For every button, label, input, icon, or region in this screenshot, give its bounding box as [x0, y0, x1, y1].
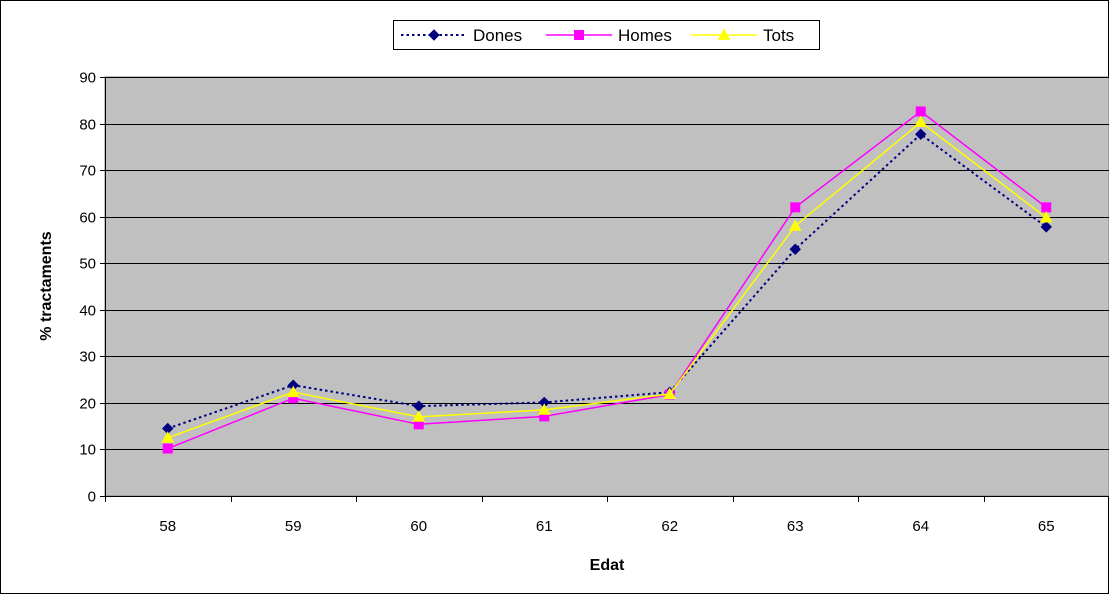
y-tick-label: 80	[79, 117, 96, 134]
y-tick-label: 10	[79, 442, 96, 459]
legend-items: Dones Homes Tots	[401, 26, 794, 45]
y-tick-label: 20	[79, 396, 96, 413]
x-tick-label: 58	[159, 518, 176, 535]
point-tots-62	[663, 387, 677, 399]
point-homes-58	[162, 443, 173, 454]
axes	[100, 77, 1109, 502]
series-lines	[161, 106, 1053, 454]
point-tots-63	[788, 219, 802, 231]
x-tick-label: 65	[1038, 518, 1055, 535]
legend-entry-tots: Tots	[691, 26, 794, 45]
y-axis-title: % tractaments	[38, 231, 55, 340]
y-tick-label: 90	[79, 70, 96, 87]
legend-label-dones: Dones	[473, 26, 522, 45]
x-tick-label: 61	[536, 518, 553, 535]
legend-marker-dones	[428, 29, 440, 41]
legend: Dones Homes Tots	[393, 20, 820, 50]
x-tick-label: 59	[285, 518, 302, 535]
series-line-tots	[167, 121, 1047, 439]
x-tick-label: 60	[410, 518, 427, 535]
y-axis-tick-labels: 0 10 20 30 40 50 60 70 80 90	[79, 70, 96, 506]
point-tots-58	[161, 431, 175, 443]
y-tick-label: 30	[79, 349, 96, 366]
x-tick-label: 62	[661, 518, 678, 535]
point-tots-61	[537, 403, 551, 415]
legend-entry-homes: Homes	[546, 26, 672, 45]
point-dones-64	[915, 128, 927, 140]
plot-area	[104, 76, 1109, 497]
series-line-homes	[167, 110, 1047, 450]
series-tots	[161, 115, 1053, 443]
legend-label-tots: Tots	[763, 26, 794, 45]
point-tots-60	[412, 410, 426, 422]
x-tick-label: 63	[787, 518, 804, 535]
legend-marker-tots	[717, 28, 731, 40]
y-tick-label: 0	[88, 489, 96, 506]
point-homes-63	[790, 202, 801, 213]
point-dones-65	[1040, 221, 1052, 233]
legend-label-homes: Homes	[618, 26, 672, 45]
point-tots-64	[914, 115, 928, 128]
point-tots-59	[286, 385, 300, 398]
point-tots-65	[1039, 211, 1053, 223]
gridlines	[105, 77, 1109, 450]
x-axis-tick-labels: 58 59 60 61 62 63 64 65	[159, 518, 1054, 535]
point-homes-65	[1041, 202, 1052, 213]
point-dones-63	[789, 243, 801, 255]
x-tick-label: 64	[912, 518, 929, 535]
y-tick-label: 60	[79, 210, 96, 227]
x-axis-title: Edat	[590, 557, 625, 574]
series-dones	[162, 128, 1052, 435]
y-tick-label: 40	[79, 303, 96, 320]
legend-entry-dones: Dones	[401, 26, 522, 45]
y-tick-label: 70	[79, 163, 96, 180]
series-line-dones	[167, 132, 1047, 430]
point-homes-64	[915, 106, 926, 117]
legend-marker-homes	[574, 30, 584, 40]
y-tick-label: 50	[79, 256, 96, 273]
